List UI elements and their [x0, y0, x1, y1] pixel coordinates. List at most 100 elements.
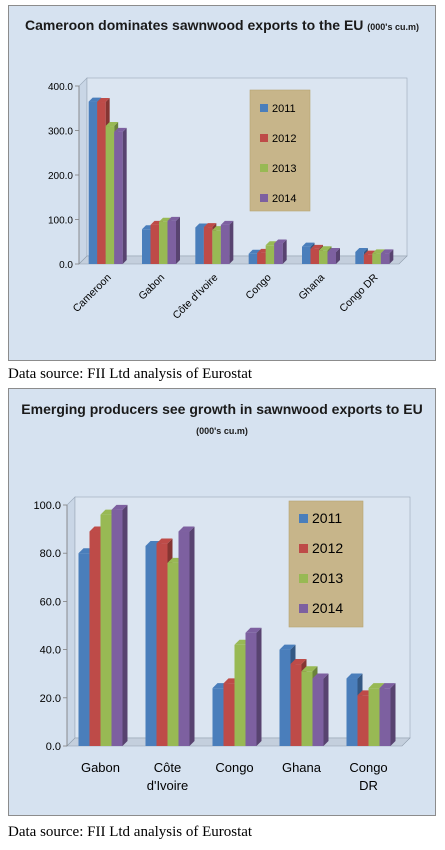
bar-front	[274, 243, 283, 264]
bar-top	[274, 239, 287, 244]
bar-2014-congo	[245, 627, 262, 746]
bar-front	[159, 221, 168, 264]
x-tick-label: Côte d'Ivoire	[147, 760, 189, 793]
bar-front	[212, 230, 221, 264]
bar-top	[380, 249, 394, 254]
y-tick-label: 300.0	[48, 127, 73, 138]
legend-swatch	[260, 194, 268, 202]
bar-front	[310, 248, 319, 264]
x-tick-label: Gabon	[81, 760, 120, 775]
chart-panel-2: Emerging producers see growth in sawnwoo…	[8, 388, 436, 816]
chart-title-2: Emerging producers see growth in sawnwoo…	[9, 399, 435, 441]
x-tick-label: Côte d'Ivoire	[171, 272, 221, 322]
x-tick-label: Ghana	[296, 272, 327, 303]
legend-swatch	[260, 104, 268, 112]
bar-front	[355, 251, 364, 264]
data-source-1: Data source: FII Ltd analysis of Eurosta…	[8, 366, 253, 382]
bar-side	[389, 249, 394, 264]
y-tick-label: 100.0	[48, 216, 73, 227]
plot-side-wall	[78, 77, 88, 265]
bar-top	[279, 644, 296, 650]
bar-top	[114, 127, 127, 132]
bar-top	[372, 249, 385, 254]
bar-top	[178, 526, 195, 532]
x-tick-label: Congo	[243, 272, 273, 302]
y-tick-label: 60.0	[40, 596, 61, 608]
bar-front	[156, 543, 168, 746]
bar-top	[302, 242, 315, 247]
bar-2014-ctedivoire	[220, 220, 234, 264]
bar-front	[142, 229, 151, 264]
bar-front	[245, 632, 257, 746]
bar-front	[89, 531, 101, 746]
bar-front	[302, 246, 311, 264]
legend-item-2014: 2014	[299, 600, 343, 616]
bar-side	[176, 216, 180, 264]
bar-top	[88, 97, 102, 102]
bar-top	[220, 220, 234, 225]
bar-front	[380, 253, 390, 264]
chart-title-1-unit: (000's cu.m)	[367, 22, 419, 32]
chart-1-svg: 0.0 100.0 200.0 300.0 400.0 Cameroon Gabon Côte…	[48, 77, 408, 322]
bar-2014-cameroon	[114, 127, 127, 265]
y-tick-label: 100.0	[33, 500, 61, 512]
bar-front	[319, 250, 328, 264]
bar-top	[156, 538, 173, 544]
bar-top	[379, 683, 396, 689]
y-tick-label: 400.0	[48, 82, 73, 93]
bar-front	[178, 531, 190, 746]
bar-front	[100, 514, 112, 746]
bar-front	[114, 131, 123, 264]
bar-side	[336, 247, 340, 264]
bar-front	[167, 220, 176, 264]
plot-back-wall	[86, 77, 408, 257]
legend-item-2012: 2012	[260, 133, 296, 145]
legend-label: 2014	[312, 600, 343, 616]
legend-swatch	[299, 604, 308, 613]
bar-front	[327, 251, 336, 264]
y-tick-label: 40.0	[40, 645, 61, 657]
legend-item-2013: 2013	[299, 570, 343, 586]
bar-front	[379, 688, 391, 746]
legend-item-2011: 2011	[260, 103, 296, 115]
bar-front	[223, 683, 235, 746]
y-tick-label: 200.0	[48, 171, 73, 182]
chart-title-2-unit: (000's cu.m)	[196, 426, 248, 436]
bar-front	[234, 644, 246, 746]
bar-top	[301, 666, 318, 672]
bar-top	[167, 216, 180, 221]
bar-side	[390, 683, 396, 746]
chart-panel-1: Cameroon dominates sawnwood exports to t…	[8, 5, 436, 361]
bar-2014-gabon	[167, 216, 180, 264]
legend-swatch	[299, 514, 308, 523]
bar-top	[97, 98, 110, 103]
bar-front	[167, 562, 179, 746]
bar-front	[368, 688, 380, 746]
bar-front	[265, 245, 275, 264]
bar-front	[312, 678, 324, 746]
bar-front	[346, 678, 358, 746]
bar-side	[282, 239, 287, 264]
y-tick-label: 0.0	[46, 741, 61, 753]
bar-side	[229, 220, 234, 264]
legend: 2011 2012 2013 2014	[249, 89, 311, 212]
legend-label: 2011	[312, 510, 342, 526]
chart-title-1-main: Cameroon dominates sawnwood exports to t…	[25, 17, 364, 33]
legend-swatch	[299, 544, 308, 553]
legend-label: 2013	[312, 570, 343, 586]
legend-swatch	[260, 134, 268, 142]
bar-top	[203, 223, 217, 228]
bar-2014-gabon	[111, 504, 128, 746]
bar-front	[279, 649, 291, 746]
bar-2014-congodr	[380, 249, 394, 264]
legend: 2011 2012 2013 2014	[288, 500, 364, 628]
x-tick-label: Cameroon	[71, 272, 114, 315]
legend-label: 2014	[272, 193, 296, 205]
y-tick-label: 80.0	[40, 548, 61, 560]
bar-front	[301, 671, 313, 746]
bar-2014-ctedivoire	[178, 526, 195, 746]
bar-side	[122, 504, 128, 746]
chart-2-svg: 0.0 20.0 40.0 60.0 80.0 100.0 Gabon Côte d'Ivoir…	[33, 496, 411, 793]
bar-2014-congodr	[379, 683, 396, 746]
x-tick-label: Congo DR	[349, 760, 387, 793]
